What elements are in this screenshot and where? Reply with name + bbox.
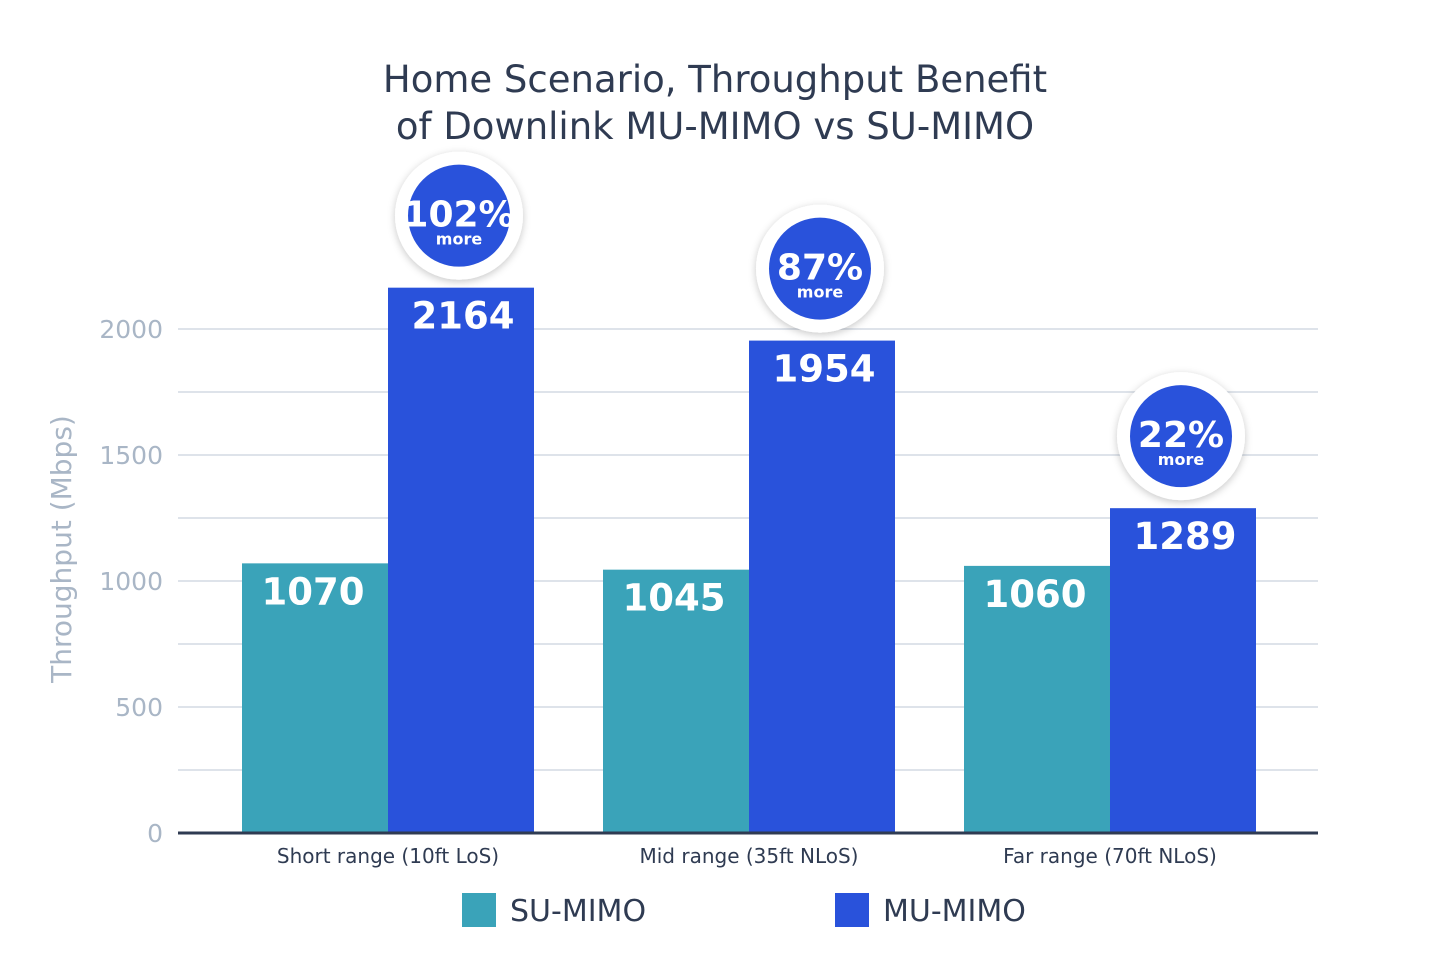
badge-subtext: more bbox=[797, 283, 844, 302]
bar-mu-mimo-1 bbox=[388, 287, 534, 833]
bar-mu-mimo-3 bbox=[1110, 508, 1256, 833]
bar-value-label: 1045 bbox=[623, 577, 726, 620]
badge-subtext: more bbox=[1158, 450, 1205, 469]
x-category-label: Short range (10ft LoS) bbox=[277, 844, 499, 868]
y-axis-title: Throughput (Mbps) bbox=[45, 415, 78, 684]
legend-swatch bbox=[835, 893, 869, 927]
y-tick-label: 500 bbox=[115, 693, 163, 722]
bar-su-mimo-2 bbox=[603, 569, 749, 833]
y-axis-ticks: 0 500 1000 1500 2000 bbox=[99, 315, 163, 848]
bar-mu-mimo-2 bbox=[749, 340, 895, 833]
legend-swatch bbox=[462, 893, 496, 927]
x-category-label: Mid range (35ft NLoS) bbox=[639, 844, 858, 868]
y-axis-title-group: Throughput (Mbps) bbox=[45, 415, 78, 684]
legend-label: MU-MIMO bbox=[883, 894, 1026, 929]
badge-percent: 87% bbox=[777, 248, 863, 289]
y-tick-label: 1000 bbox=[99, 567, 163, 596]
y-tick-label: 1500 bbox=[99, 441, 163, 470]
percentage-badge: 102%more bbox=[395, 151, 523, 280]
badge-percent: 102% bbox=[403, 195, 514, 236]
bars: 1070 2164 1045 1954 1060 1289 bbox=[242, 287, 1256, 833]
badge-subtext: more bbox=[436, 230, 483, 249]
bar-value-label: 1289 bbox=[1134, 515, 1237, 558]
legend: SU-MIMO MU-MIMO bbox=[462, 893, 1026, 929]
legend-item-mu-mimo: MU-MIMO bbox=[835, 893, 1026, 929]
legend-item-su-mimo: SU-MIMO bbox=[462, 893, 646, 929]
chart-title-line-1: Home Scenario, Throughput Benefit bbox=[383, 58, 1047, 101]
chart-title-line-2: of Downlink MU-MIMO vs SU-MIMO bbox=[396, 105, 1034, 148]
x-category-label: Far range (70ft NLoS) bbox=[1003, 844, 1217, 868]
y-tick-label: 0 bbox=[147, 819, 163, 848]
bar-value-label: 1954 bbox=[773, 348, 876, 391]
x-axis-categories: Short range (10ft LoS) Mid range (35ft NL… bbox=[277, 844, 1217, 868]
legend-label: SU-MIMO bbox=[510, 894, 646, 929]
y-tick-label: 2000 bbox=[99, 315, 163, 344]
bar-su-mimo-3 bbox=[964, 565, 1110, 833]
bar-value-label: 1060 bbox=[984, 573, 1087, 616]
bar-su-mimo-1 bbox=[242, 563, 388, 833]
badge-circle bbox=[769, 217, 871, 320]
percentage-badge: 22%more bbox=[1117, 372, 1245, 501]
percentage-badge: 87%more bbox=[756, 204, 884, 333]
bar-value-label: 1070 bbox=[262, 570, 365, 613]
badge-percent: 22% bbox=[1138, 415, 1224, 456]
badge-circle bbox=[1130, 385, 1232, 488]
badge-circle bbox=[408, 164, 510, 267]
bar-value-label: 2164 bbox=[412, 295, 515, 338]
